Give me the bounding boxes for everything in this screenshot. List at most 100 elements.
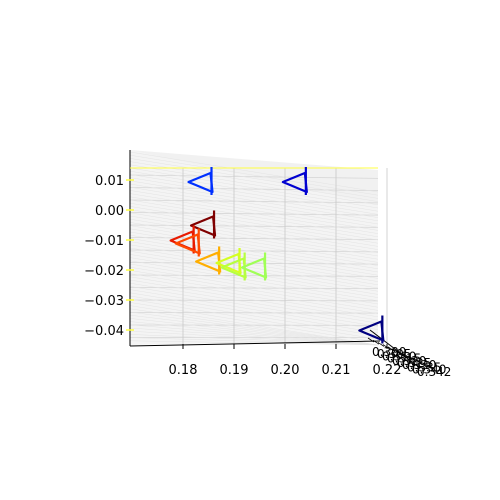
z-tick-mark (407, 355, 415, 360)
axes (129, 150, 421, 369)
grid-line-depth (129, 270, 379, 311)
grid-line-depth (129, 302, 379, 343)
grid-line-depth (129, 254, 379, 295)
grid-line-depth (129, 247, 379, 289)
z-tick-label: 0.310 (382, 349, 416, 363)
z-tick-mark (412, 357, 420, 363)
grid-line-h (129, 287, 379, 290)
grid-line-h (129, 274, 379, 277)
y-tick-label: −0.04 (84, 324, 124, 339)
grid-line-depth (129, 238, 379, 279)
grid-line-h (129, 174, 379, 179)
top-fade-pane (130, 150, 378, 205)
grid-line-depth (129, 330, 379, 346)
grid-line-depth (129, 199, 379, 241)
grid-line-depth (129, 231, 379, 273)
grid-line-depth (129, 183, 379, 225)
grid-line-depth (129, 167, 379, 209)
grid-line-depth (129, 164, 379, 206)
z-tick-mark (397, 350, 405, 356)
y-tick-labels: 0.01 0.00 −0.01 −0.02 −0.03 −0.04 (84, 174, 134, 339)
grid-line-depth (129, 305, 379, 346)
y-tick-label: 0.00 (95, 204, 124, 219)
x-axis-line (129, 340, 381, 347)
grid-line-depth (129, 263, 379, 305)
z-tick-mark (367, 337, 375, 343)
grid-line-depth (129, 321, 379, 346)
z-axis-line (369, 329, 421, 369)
grid-line-depth (129, 295, 379, 337)
grid-line-depth (129, 279, 379, 321)
z-tick-label: 0.340 (412, 363, 446, 377)
grid-line-depth (129, 218, 379, 260)
z-tick-label: 0.300 (372, 345, 406, 359)
z-tick-mark (402, 353, 410, 358)
grid-line-depth (129, 276, 379, 318)
grid-line-depth (129, 334, 379, 346)
grid-line-depth (129, 273, 379, 314)
grid-line-depth (129, 225, 379, 266)
grid-line-depth (129, 292, 379, 334)
grid-line-depth (129, 202, 379, 244)
z-tick-label: 0.320 (392, 354, 426, 368)
grid-line-depth (129, 190, 379, 231)
grid-line-depth (129, 177, 379, 218)
x-tick-labels: 0.18 0.19 0.20 0.21 0.22 (169, 344, 401, 378)
z-tick-mark (382, 344, 390, 349)
z-tick-label: 0.325 (397, 356, 431, 370)
grid-line-depth (129, 314, 379, 346)
grid-line-depth (129, 282, 379, 324)
grid-line-depth (129, 308, 379, 346)
grid-line-depth (129, 318, 379, 346)
data-marks (169, 167, 385, 344)
y-tick-label: −0.02 (84, 264, 124, 279)
grid-line-depth (129, 250, 379, 292)
grid-line-depth (129, 244, 379, 286)
grid-line-depth (129, 337, 379, 346)
grid-line-depth (129, 228, 379, 270)
z-tick-label: 0.330 (402, 358, 436, 372)
grid-line-depth (129, 340, 379, 346)
x-tick-label: 0.18 (169, 363, 198, 378)
z-tick-labels: 0.3000.3050.3100.3150.3200.3250.3300.335… (367, 337, 451, 379)
x-tick-label: 0.21 (322, 363, 351, 378)
grid-line-depth (129, 154, 379, 196)
grid-line-depth (129, 196, 379, 238)
grid-line-h (129, 187, 379, 192)
grid-line-depth (129, 215, 379, 257)
grid-line-depth (129, 174, 379, 215)
grid-line-h (129, 237, 379, 241)
grid-line-depth (129, 158, 379, 199)
z-tick-label: 0.315 (387, 352, 421, 366)
z-tick-label: 0.335 (407, 360, 441, 374)
z-tick-mark (372, 339, 380, 345)
x-tick-label: 0.20 (271, 363, 300, 378)
y-tick-label: −0.01 (84, 234, 124, 249)
grid-line-depth (129, 266, 379, 308)
grid-line-h (129, 249, 379, 253)
grid-line-depth (129, 193, 379, 234)
grid-line-depth (129, 151, 379, 193)
y-tick-label: −0.03 (84, 294, 124, 309)
grid-line-depth (129, 298, 379, 340)
z-tick-mark (377, 342, 385, 347)
grid-line-depth (129, 289, 379, 330)
grid-line-depth (129, 311, 379, 346)
z-tick-label: 0.305 (377, 347, 411, 361)
grid-line-depth (129, 206, 379, 247)
z-tick-mark (392, 348, 400, 354)
z-tick-mark (387, 346, 395, 352)
grid-line-depth (129, 212, 379, 254)
grid-line-depth (129, 180, 379, 222)
z-tick-label: 0.342 (417, 365, 451, 379)
grid-line-depth (129, 186, 379, 228)
grid-line-depth (129, 222, 379, 263)
grid-line-depth (129, 260, 379, 302)
grid-line-depth (129, 286, 379, 327)
y-tick-label: 0.01 (95, 174, 124, 189)
grid-line-depth (129, 209, 379, 250)
x-tick-label: 0.19 (220, 363, 249, 378)
grid-line-depth (129, 170, 379, 212)
grid-line-depth (129, 257, 379, 298)
